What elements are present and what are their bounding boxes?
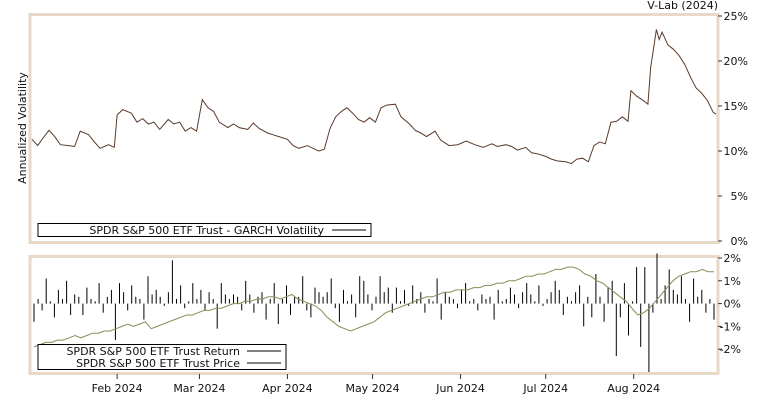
top-y-tick-label: 0% <box>731 235 748 248</box>
y-axis-label: Annualized Volatility <box>16 72 29 184</box>
legend-garch-label: SPDR S&P 500 ETF Trust - GARCH Volatilit… <box>89 224 324 237</box>
x-tick-label: Jun 2024 <box>435 382 485 395</box>
price-line <box>33 266 714 348</box>
x-axis-ticks: Feb 2024 Mar 2024 Apr 2024 May 2024 Jun 2024… <box>92 374 660 395</box>
x-tick-label: Feb 2024 <box>92 382 143 395</box>
bottom-y-tick-label: 2% <box>724 252 741 265</box>
top-y-tick-label: 5% <box>731 190 748 203</box>
bottom-y-tick-label: 1% <box>724 275 741 288</box>
top-y-tick-label: 15% <box>724 100 748 113</box>
top-y-tick-label: 20% <box>724 55 748 68</box>
top-y-tick-label: 10% <box>724 145 748 158</box>
bottom-y-tick-label: -1% <box>720 320 741 333</box>
bottom-legend: SPDR S&P 500 ETF Trust Return SPDR S&P 5… <box>37 344 287 370</box>
x-tick-label: Apr 2024 <box>262 382 313 395</box>
bottom-y-ticks: 2% 1% 0% -1% -2% <box>718 252 741 356</box>
bottom-y-tick-label: -2% <box>720 343 741 356</box>
bottom-y-tick-label: 0% <box>724 298 741 311</box>
top-panel-frame <box>28 13 720 244</box>
top-y-tick-label: 25% <box>724 10 748 23</box>
x-tick-label: Mar 2024 <box>173 382 225 395</box>
legend-return-label: SPDR S&P 500 ETF Trust Return <box>66 345 240 358</box>
legend-price-label: SPDR S&P 500 ETF Trust Price <box>76 357 240 370</box>
top-y-ticks: 0% 5% 10% 15% 20% 25% <box>718 10 748 248</box>
garch-volatility-line <box>31 29 717 165</box>
source-label: V-Lab (2024) <box>647 0 718 12</box>
return-bars <box>33 253 715 372</box>
x-tick-label: Aug 2024 <box>607 382 660 395</box>
x-tick-label: Jul 2024 <box>522 382 568 395</box>
x-tick-label: May 2024 <box>345 382 399 395</box>
top-legend: SPDR S&P 500 ETF Trust - GARCH Volatilit… <box>37 223 372 237</box>
